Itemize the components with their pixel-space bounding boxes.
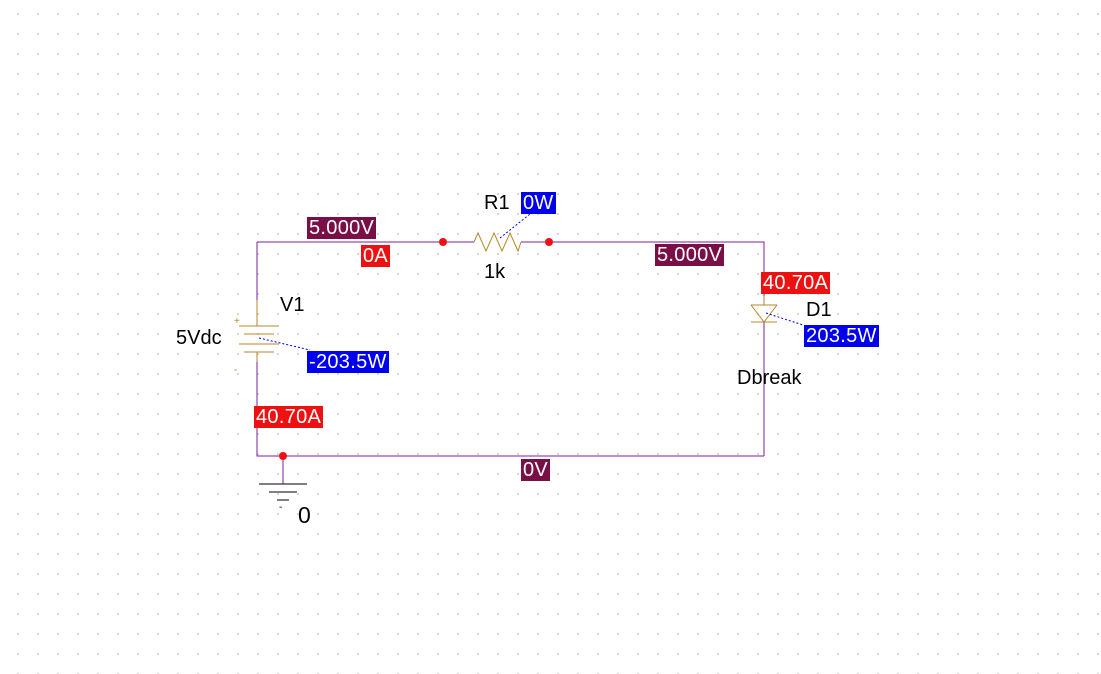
node-dot[interactable] <box>439 238 447 246</box>
v1-value-label[interactable]: 5Vdc <box>176 327 222 349</box>
r1-reference-label[interactable]: R1 <box>484 192 510 214</box>
voltage-marker-bottom[interactable]: 0V <box>521 459 551 481</box>
v1-reference-label[interactable]: V1 <box>280 294 305 316</box>
voltage-marker-top-left[interactable]: 5.000V <box>307 217 377 239</box>
wire-bottom[interactable] <box>256 362 764 457</box>
v1-plus-sign: + <box>234 316 240 327</box>
diode-symbol[interactable] <box>750 296 778 323</box>
wire-top-right[interactable] <box>521 241 765 296</box>
power-marker-v1[interactable]: -203.5W <box>307 351 389 373</box>
ground-minus-sign: - <box>279 502 283 513</box>
current-marker-d1[interactable]: 40.70A <box>761 272 831 294</box>
node-dot[interactable] <box>279 452 287 460</box>
dc-voltage-source-symbol[interactable] <box>239 300 279 362</box>
node-dot[interactable] <box>545 238 553 246</box>
v1-minus-sign: - <box>234 365 238 376</box>
ground-net-label[interactable]: 0 <box>298 502 311 528</box>
current-marker-v1[interactable]: 40.70A <box>254 406 324 428</box>
current-marker-r1[interactable]: 0A <box>361 245 391 267</box>
r1-value-label[interactable]: 1k <box>484 261 506 283</box>
ground-symbol[interactable] <box>259 483 307 501</box>
voltage-marker-top-right[interactable]: 5.000V <box>655 244 725 266</box>
leader-v1-power <box>258 337 311 351</box>
d1-model-label[interactable]: Dbreak <box>737 367 802 389</box>
leader-d1-power <box>765 312 807 327</box>
power-marker-d1[interactable]: 203.5W <box>804 325 879 347</box>
resistor-symbol[interactable] <box>473 231 522 253</box>
leader-r1-power <box>499 213 531 239</box>
node-dots <box>279 238 553 460</box>
d1-reference-label[interactable]: D1 <box>806 299 832 321</box>
probe-leader-lines <box>258 213 807 351</box>
power-marker-r1[interactable]: 0W <box>521 192 556 214</box>
